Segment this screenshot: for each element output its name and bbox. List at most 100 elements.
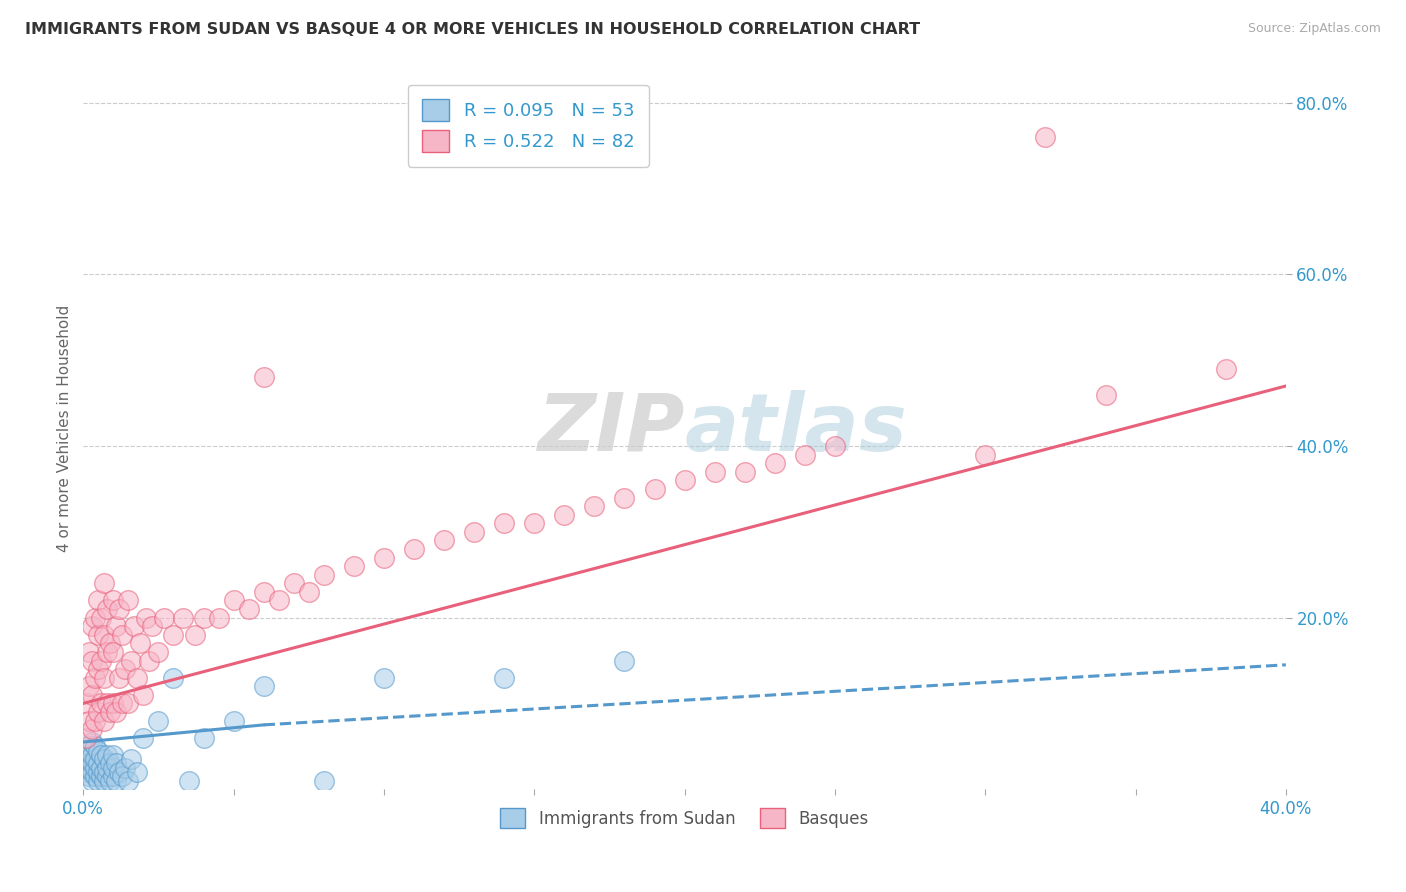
Point xyxy=(96,761,118,775)
Point xyxy=(974,448,997,462)
Point xyxy=(613,491,636,505)
Point xyxy=(312,773,335,788)
Point xyxy=(87,628,110,642)
Point xyxy=(93,576,115,591)
Point xyxy=(267,593,290,607)
Point xyxy=(523,516,546,531)
Point xyxy=(162,628,184,642)
Point xyxy=(105,773,128,788)
Point xyxy=(79,714,101,728)
Point xyxy=(120,752,142,766)
Point xyxy=(120,653,142,667)
Point xyxy=(553,508,575,522)
Point xyxy=(98,636,121,650)
Point xyxy=(98,705,121,719)
Point xyxy=(87,756,110,771)
Point xyxy=(87,662,110,676)
Point xyxy=(283,576,305,591)
Point xyxy=(96,645,118,659)
Point xyxy=(253,585,276,599)
Point xyxy=(148,714,170,728)
Point xyxy=(373,550,395,565)
Point xyxy=(93,714,115,728)
Point xyxy=(79,739,101,754)
Point xyxy=(148,645,170,659)
Point xyxy=(90,653,112,667)
Point xyxy=(1035,130,1057,145)
Point xyxy=(82,773,104,788)
Point xyxy=(494,671,516,685)
Point xyxy=(253,679,276,693)
Point xyxy=(96,769,118,783)
Point xyxy=(111,628,134,642)
Point xyxy=(84,671,107,685)
Text: atlas: atlas xyxy=(685,390,907,468)
Point xyxy=(79,679,101,693)
Point xyxy=(127,765,149,780)
Point xyxy=(103,697,125,711)
Point xyxy=(153,610,176,624)
Point xyxy=(90,697,112,711)
Point xyxy=(238,602,260,616)
Point xyxy=(105,705,128,719)
Point xyxy=(135,610,157,624)
Point xyxy=(82,747,104,762)
Point xyxy=(222,714,245,728)
Point xyxy=(583,499,606,513)
Point xyxy=(763,456,786,470)
Point xyxy=(87,705,110,719)
Point xyxy=(298,585,321,599)
Point xyxy=(103,645,125,659)
Point xyxy=(79,752,101,766)
Point xyxy=(90,610,112,624)
Point xyxy=(84,761,107,775)
Point xyxy=(132,731,155,745)
Point xyxy=(75,756,97,771)
Point xyxy=(75,697,97,711)
Legend: Immigrants from Sudan, Basques: Immigrants from Sudan, Basques xyxy=(494,801,876,835)
Y-axis label: 4 or more Vehicles in Household: 4 or more Vehicles in Household xyxy=(58,305,72,552)
Point xyxy=(108,602,131,616)
Point xyxy=(105,756,128,771)
Point xyxy=(75,765,97,780)
Point xyxy=(87,593,110,607)
Point xyxy=(138,653,160,667)
Point xyxy=(82,722,104,736)
Point xyxy=(193,731,215,745)
Point xyxy=(82,688,104,702)
Point xyxy=(93,628,115,642)
Point xyxy=(108,765,131,780)
Point xyxy=(79,761,101,775)
Point xyxy=(84,714,107,728)
Point xyxy=(96,602,118,616)
Point xyxy=(93,752,115,766)
Point xyxy=(824,439,846,453)
Point xyxy=(93,671,115,685)
Point xyxy=(82,765,104,780)
Point xyxy=(734,465,756,479)
Point xyxy=(117,697,139,711)
Point xyxy=(82,735,104,749)
Point xyxy=(373,671,395,685)
Point xyxy=(463,524,485,539)
Point xyxy=(433,533,456,548)
Point xyxy=(103,769,125,783)
Point xyxy=(183,628,205,642)
Point xyxy=(96,747,118,762)
Point xyxy=(79,769,101,783)
Point xyxy=(82,653,104,667)
Text: IMMIGRANTS FROM SUDAN VS BASQUE 4 OR MORE VEHICLES IN HOUSEHOLD CORRELATION CHAR: IMMIGRANTS FROM SUDAN VS BASQUE 4 OR MOR… xyxy=(25,22,921,37)
Point xyxy=(172,610,194,624)
Point xyxy=(124,619,146,633)
Point xyxy=(402,541,425,556)
Point xyxy=(105,619,128,633)
Point xyxy=(793,448,815,462)
Point xyxy=(75,731,97,745)
Point xyxy=(673,474,696,488)
Point xyxy=(98,773,121,788)
Point xyxy=(613,653,636,667)
Point xyxy=(117,773,139,788)
Point xyxy=(129,636,152,650)
Point xyxy=(644,482,666,496)
Point xyxy=(1094,387,1116,401)
